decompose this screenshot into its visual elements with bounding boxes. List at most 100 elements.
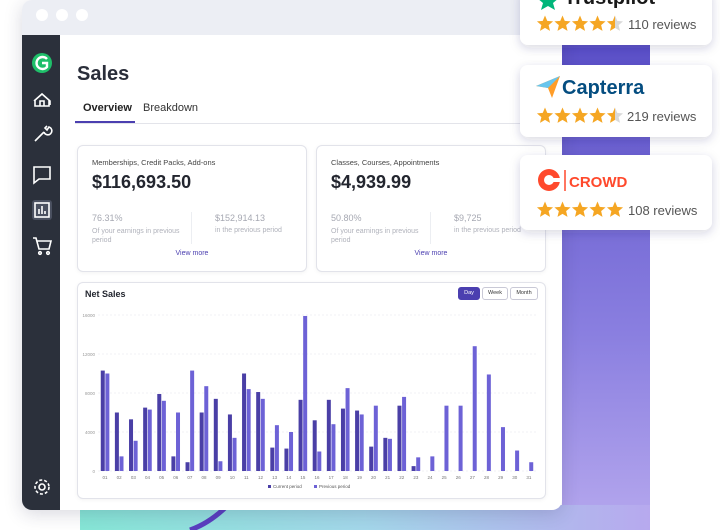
bar: [274, 425, 279, 471]
home-icon[interactable]: [33, 92, 51, 107]
tab-rule: [75, 123, 545, 124]
card-divider: [430, 212, 431, 244]
x-tick-label: 19: [357, 475, 363, 480]
settings-icon[interactable]: [38, 483, 46, 491]
rating-star: [589, 201, 606, 217]
bar: [260, 398, 265, 471]
x-tick-label: 09: [216, 475, 222, 480]
rating-star: [606, 15, 624, 31]
bar: [312, 420, 317, 471]
bar: [458, 405, 463, 471]
x-tick-label: 18: [343, 475, 349, 480]
rating-star: [606, 107, 624, 123]
card-previous: $152,914.13: [215, 213, 266, 223]
reports-icon: [34, 202, 50, 218]
legend-swatch: [268, 485, 271, 488]
review-count: 108 reviews: [628, 203, 698, 218]
view-more[interactable]: View more: [175, 250, 209, 257]
bar: [213, 398, 218, 471]
page-title: Sales: [77, 63, 130, 85]
bar: [373, 405, 378, 471]
tab[interactable]: Breakdown: [143, 102, 199, 114]
x-tick-label: 12: [258, 475, 264, 480]
sidebar-icons: [32, 53, 53, 495]
bar: [147, 409, 152, 471]
shop-icon[interactable]: [33, 237, 53, 250]
bar: [284, 448, 289, 471]
x-tick-label: 06: [173, 475, 179, 480]
tab[interactable]: Overview: [83, 102, 132, 114]
bar: [472, 346, 477, 471]
bar: [317, 451, 322, 471]
legend-swatch: [314, 485, 317, 488]
bar: [326, 399, 331, 471]
tab-indicator: [75, 121, 135, 123]
sidebar: [22, 35, 60, 510]
x-tick-label: 04: [145, 475, 151, 480]
legend-label: Current period: [273, 484, 302, 489]
bar: [430, 456, 435, 471]
window-dot: [36, 9, 48, 21]
x-tick-label: 13: [272, 475, 278, 480]
bar: [119, 456, 124, 471]
view-more[interactable]: View more: [414, 250, 448, 257]
bar: [227, 414, 232, 471]
app-window: Sales Overview Breakdown Memberships, Cr…: [22, 0, 562, 510]
bar: [397, 405, 402, 471]
bar: [416, 457, 421, 471]
period-button[interactable]: Day: [458, 287, 480, 300]
bar: [143, 407, 148, 471]
y-tick-label: 4000: [85, 430, 96, 435]
y-tick-label: 12000: [82, 352, 95, 357]
bar: [270, 447, 275, 471]
period-button[interactable]: Month: [510, 287, 538, 300]
review-card: [520, 65, 712, 137]
rating-star: [571, 107, 589, 123]
bar: [171, 456, 176, 471]
card-previous: $9,725: [454, 213, 482, 223]
window-dot: [56, 9, 68, 21]
bar: [500, 427, 505, 471]
x-tick-label: 25: [442, 475, 448, 480]
x-tick-label: 05: [159, 475, 165, 480]
x-tick-label: 08: [201, 475, 207, 480]
bar: [100, 370, 105, 471]
bar: [232, 437, 237, 471]
y-tick-label: 8000: [85, 391, 96, 396]
x-tick-label: 14: [286, 475, 292, 480]
bar: [359, 414, 364, 471]
bar: [345, 388, 350, 471]
bar: [157, 393, 162, 471]
x-tick-label: 10: [230, 475, 236, 480]
x-tick-label: 24: [428, 475, 434, 480]
x-tick-label: 15: [300, 475, 306, 480]
review-card: [520, 155, 712, 230]
period-button[interactable]: Week: [482, 287, 508, 300]
rating-star: [554, 201, 571, 217]
card-amount: $116,693.50: [92, 172, 192, 192]
bar: [176, 412, 181, 471]
rating-star: [571, 15, 589, 31]
rating-star: [554, 107, 571, 123]
x-tick-label: 21: [385, 475, 391, 480]
review-count: 110 reviews: [628, 17, 697, 32]
card-percent: 76.31%: [92, 213, 123, 223]
bar: [303, 315, 308, 471]
messages-icon[interactable]: [33, 166, 51, 185]
bar: [190, 370, 195, 471]
x-tick-label: 22: [399, 475, 405, 480]
y-tick-label: 0: [92, 469, 95, 474]
bar: [133, 440, 138, 471]
bar: [289, 432, 294, 471]
legend-label: Previous period: [319, 484, 351, 489]
reports-bars: [38, 206, 46, 214]
rating-star: [606, 201, 624, 217]
card-label: Memberships, Credit Packs, Add-ons: [92, 158, 216, 167]
bar: [256, 392, 261, 471]
bar: [105, 373, 110, 471]
bar: [185, 462, 190, 471]
x-tick-label: 28: [484, 475, 490, 480]
tools-icon[interactable]: [34, 125, 53, 142]
bar: [369, 446, 374, 471]
